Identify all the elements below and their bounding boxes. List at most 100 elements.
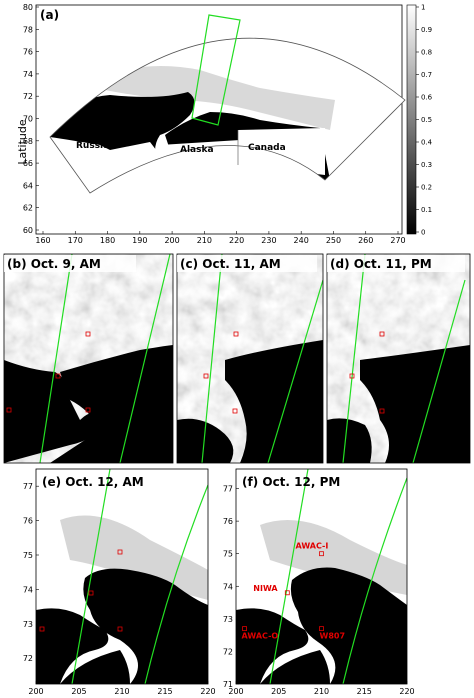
colorbar-tick-label: 0.9 <box>421 26 432 34</box>
panel-a-xtick-label: 210 <box>197 236 212 245</box>
panel-b-track-west <box>39 254 73 463</box>
colorbar-tick-label: 0.7 <box>421 71 432 79</box>
panel-a-domain-outline <box>49 37 406 194</box>
panel-a-xtick-label: 270 <box>390 236 405 245</box>
panel-e-ytick-label: 74 <box>23 585 33 594</box>
panel-e-ytick-label: 77 <box>23 482 33 491</box>
colorbar-tick-label: 0 <box>421 229 425 237</box>
panel-a-ytick-label: 60 <box>23 226 33 235</box>
panel-c: (c) Oct. 11, AM <box>176 253 324 464</box>
panel-c-station-1 <box>233 331 239 337</box>
panel-e-station-2 <box>88 590 94 596</box>
station-label-awac-i: AWAC-I <box>296 542 329 551</box>
panel-a-xtick-label: 180 <box>100 236 115 245</box>
panel-d-land-west <box>327 418 372 463</box>
station-label-w807: W807 <box>320 632 346 641</box>
panel-e-land-east <box>83 568 208 684</box>
panel-e-label: (e) Oct. 12, AM <box>42 475 144 489</box>
panel-f-xtick-label: 220 <box>399 687 414 696</box>
panel-b-station-4 <box>6 407 12 413</box>
station-label-awac-o: AWAC-O <box>242 632 279 641</box>
station-label-niwa: NIWA <box>253 584 278 593</box>
panel-e-ytick-label: 75 <box>23 551 33 560</box>
panel-d-station-2 <box>349 373 355 379</box>
panel-a-russia-white <box>50 137 160 193</box>
panel-a-ytick-label: 68 <box>23 137 33 146</box>
panel-e-xtick-label: 200 <box>28 687 43 696</box>
region-label-russia: Russia <box>76 141 109 151</box>
panel-a-xtick-label: 230 <box>261 236 276 245</box>
panel-a-ytick-label: 72 <box>23 92 33 101</box>
panel-a: (a) Russia Alaska Canada Latitude 160 170… <box>16 3 433 245</box>
panel-a-xtick-label: 260 <box>358 236 373 245</box>
panel-b: (b) Oct. 9, AM <box>3 253 174 464</box>
panel-e-yticks: 72 73 74 75 76 77 <box>23 482 39 663</box>
panel-f-track-east <box>342 477 407 684</box>
panel-f-ytick-label: 75 <box>223 550 233 559</box>
panel-a-ytick-label: 64 <box>23 181 33 190</box>
panel-e-ice-patch <box>60 515 208 600</box>
panel-f: (f) Oct. 12, PM AWAC-I NIWA AWAC-O W807 200… <box>223 468 415 696</box>
panel-e-xtick-label: 205 <box>71 687 86 696</box>
panel-e: (e) Oct. 12, AM 200 205 210 215 220 72 73 74 75… <box>23 468 216 696</box>
panel-f-xtick-label: 205 <box>271 687 286 696</box>
panel-d-label: (d) Oct. 11, PM <box>330 257 432 271</box>
panel-a-ytick-label: 70 <box>23 115 33 124</box>
panel-d-land-east <box>360 345 470 463</box>
panel-b-station-2 <box>55 373 61 379</box>
panel-c-track-east <box>267 279 323 463</box>
panel-f-xtick-label: 210 <box>314 687 329 696</box>
panel-a-pack-ice <box>105 66 335 130</box>
colorbar-tick-label: 1 <box>421 4 425 12</box>
panel-c-track-west <box>201 254 223 463</box>
panel-f-ice-patch <box>260 520 407 595</box>
panel-d-track-east <box>412 279 466 463</box>
colorbar-tick-label: 0.6 <box>421 94 433 102</box>
panel-b-land-west <box>4 360 110 463</box>
panel-f-land-east <box>290 567 407 684</box>
panel-a-ytick-label: 78 <box>23 25 33 34</box>
panel-d-station-1 <box>379 331 385 337</box>
panel-f-xticks: 200 205 210 215 220 <box>228 681 415 696</box>
panel-b-station-3 <box>85 407 91 413</box>
panel-e-track-west <box>71 469 111 684</box>
panel-c-frame <box>176 253 324 464</box>
panel-a-ytick-label: 76 <box>23 48 33 57</box>
panel-f-label: (f) Oct. 12, PM <box>242 475 340 489</box>
panel-c-label-bg <box>177 255 317 272</box>
panel-c-station-2 <box>203 373 209 379</box>
panel-e-xticks: 200 205 210 215 220 <box>28 681 216 696</box>
panel-a-ytick-label: 74 <box>23 70 33 79</box>
panel-b-track-east <box>119 254 171 463</box>
panel-b-label: (b) Oct. 9, AM <box>7 257 101 271</box>
panel-f-ytick-label: 71 <box>223 680 233 689</box>
panel-b-frame <box>3 253 174 464</box>
panel-a-yticks: 60 62 64 66 68 70 72 74 76 78 80 <box>23 3 39 235</box>
panel-a-xtick-label: 160 <box>35 236 50 245</box>
panel-a-xtick-label: 250 <box>326 236 341 245</box>
panel-e-track-east <box>144 484 208 684</box>
station-marker-niwa <box>284 590 290 596</box>
colorbar-tick-label: 0.4 <box>421 139 433 147</box>
panel-f-ytick-label: 77 <box>223 485 233 494</box>
panel-f-land-west <box>236 608 309 684</box>
panel-a-xtick-label: 170 <box>68 236 83 245</box>
colorbar-tick-label: 0.5 <box>421 116 432 124</box>
panel-a-ytick-label: 66 <box>23 159 33 168</box>
panel-a-xtick-label: 240 <box>294 236 309 245</box>
station-marker-awac-o <box>242 626 247 632</box>
panel-a-ytick-label: 62 <box>23 204 33 213</box>
panel-c-station-3 <box>232 408 238 414</box>
panel-d-label-bg <box>327 255 465 272</box>
panel-f-xtick-label: 200 <box>228 687 243 696</box>
panel-a-ytick-label: 80 <box>23 3 33 12</box>
panel-a-ylabel: Latitude <box>16 119 29 165</box>
panel-e-xtick-label: 220 <box>200 687 215 696</box>
panel-e-ytick-label: 73 <box>23 620 33 629</box>
panel-e-land-south <box>60 650 130 684</box>
panel-e-xtick-label: 215 <box>157 687 172 696</box>
panel-b-label-bg <box>4 255 136 272</box>
panel-f-ytick-label: 72 <box>223 647 233 656</box>
panel-c-land-east <box>225 340 323 463</box>
